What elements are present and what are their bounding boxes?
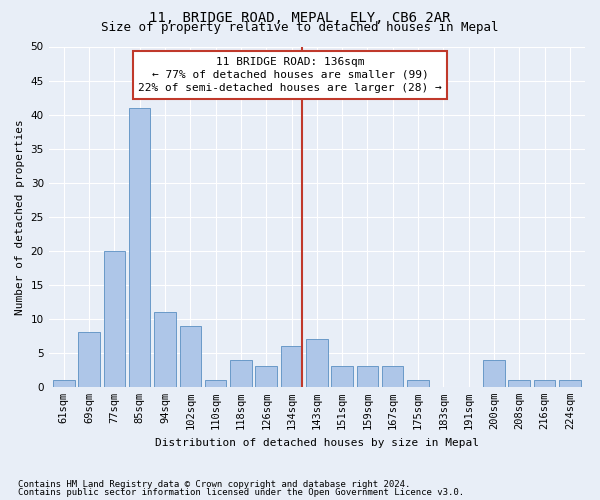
Bar	[256, 366, 277, 387]
Bar	[382, 366, 403, 387]
Text: 11 BRIDGE ROAD: 136sqm
← 77% of detached houses are smaller (99)
22% of semi-det: 11 BRIDGE ROAD: 136sqm ← 77% of detached…	[138, 56, 442, 93]
Bar	[306, 339, 328, 387]
Bar	[534, 380, 555, 387]
Bar	[483, 360, 505, 387]
Bar	[559, 380, 581, 387]
Bar	[79, 332, 100, 387]
Bar	[281, 346, 302, 387]
X-axis label: Distribution of detached houses by size in Mepal: Distribution of detached houses by size …	[155, 438, 479, 448]
Y-axis label: Number of detached properties: Number of detached properties	[15, 119, 25, 314]
Bar	[104, 250, 125, 387]
Text: Contains HM Land Registry data © Crown copyright and database right 2024.: Contains HM Land Registry data © Crown c…	[18, 480, 410, 489]
Bar	[331, 366, 353, 387]
Bar	[205, 380, 226, 387]
Bar	[407, 380, 429, 387]
Bar	[356, 366, 378, 387]
Bar	[230, 360, 251, 387]
Bar	[53, 380, 74, 387]
Text: 11, BRIDGE ROAD, MEPAL, ELY, CB6 2AR: 11, BRIDGE ROAD, MEPAL, ELY, CB6 2AR	[149, 11, 451, 25]
Bar	[129, 108, 151, 387]
Bar	[154, 312, 176, 387]
Bar	[508, 380, 530, 387]
Bar	[179, 326, 201, 387]
Text: Size of property relative to detached houses in Mepal: Size of property relative to detached ho…	[101, 22, 499, 35]
Text: Contains public sector information licensed under the Open Government Licence v3: Contains public sector information licen…	[18, 488, 464, 497]
